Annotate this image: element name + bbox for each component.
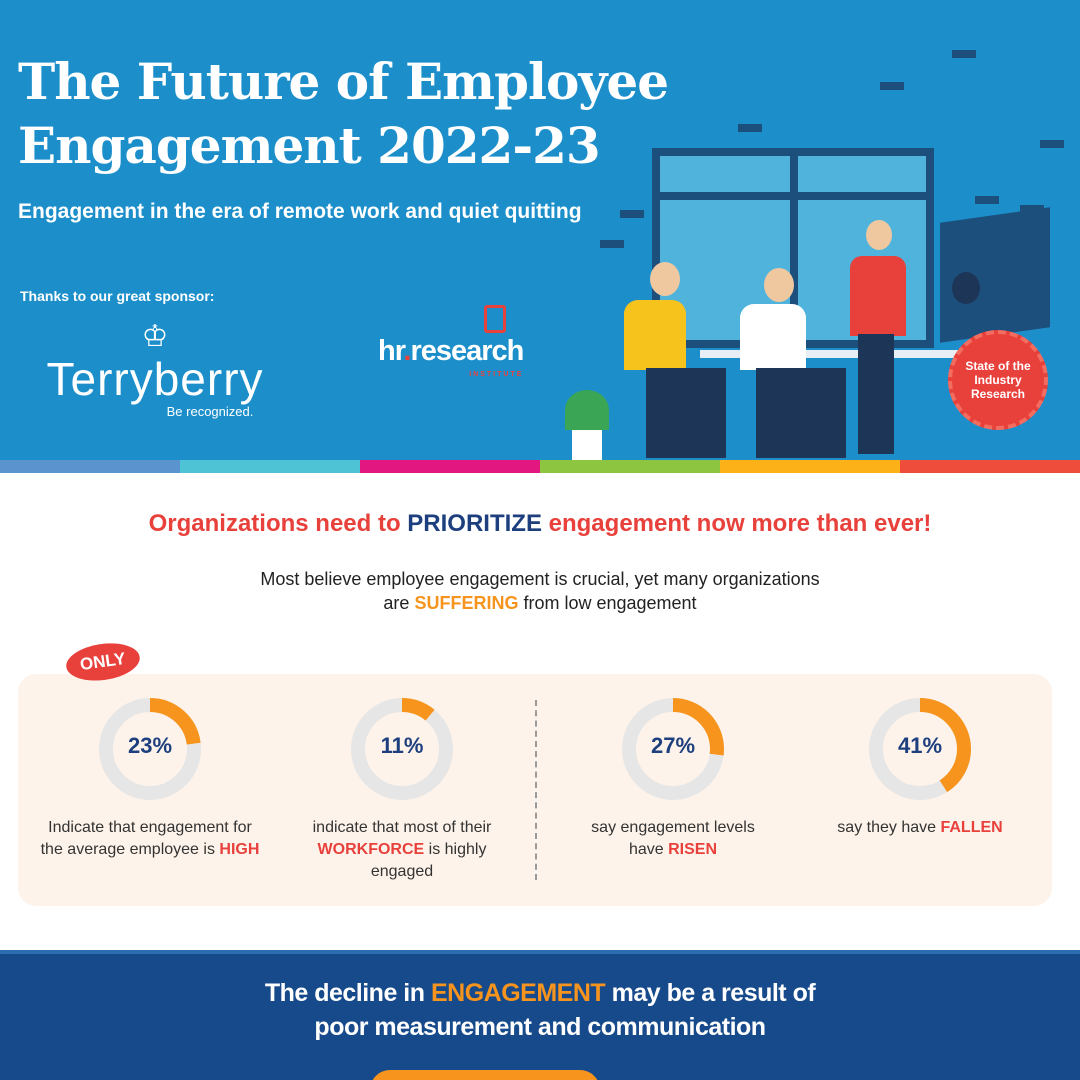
- stat-item: 11% indicate that most of their WORKFORC…: [282, 695, 522, 883]
- stat-value: 11%: [380, 733, 424, 758]
- stat-description: indicate that most of their WORKFORCE is…: [312, 819, 492, 880]
- donut-arc: [351, 698, 453, 800]
- stripe-segment: [0, 460, 180, 473]
- hero-banner: The Future of Employee Engagement 2022-23…: [0, 0, 1080, 460]
- stripe-segment: [360, 460, 540, 473]
- section-heading: Organizations need to PRIORITIZE engagem…: [148, 510, 932, 537]
- stripe-segment: [900, 460, 1080, 473]
- stat-description: Indicate that engagement for the average…: [40, 819, 260, 858]
- state-of-industry-badge: State of the Industry Research: [948, 330, 1048, 430]
- donut-chart: [869, 698, 971, 800]
- document-check-icon: [484, 305, 506, 333]
- stat-value: 27%: [650, 733, 696, 758]
- stripe-segment: [540, 460, 720, 473]
- donut-chart: [351, 698, 453, 800]
- section-intro: Most believe employee engagement is cruc…: [260, 569, 820, 613]
- stripe-segment: [180, 460, 360, 473]
- orange-pill: [370, 1070, 600, 1080]
- divider: [535, 700, 537, 880]
- stat-description: say they have FALLEN: [837, 819, 1003, 836]
- donut-arc: [99, 698, 201, 800]
- stat-item: 23% Indicate that engagement for the ave…: [30, 695, 270, 861]
- terryberry-logo: ♔ Terryberry Be recognized.: [20, 320, 290, 420]
- footer-section: The decline in ENGAGEMENT may be a resul…: [0, 950, 1080, 1080]
- page-title: The Future of Employee Engagement 2022-23: [18, 52, 669, 175]
- stat-item: 41% say they have FALLEN: [800, 695, 1040, 839]
- donut-chart: [622, 698, 724, 800]
- sponsor-thanks: Thanks to our great sponsor:: [20, 288, 215, 304]
- donut-arc: [622, 698, 724, 800]
- stat-value: 41%: [897, 733, 943, 758]
- stat-item: 27% say engagement levels have RISEN: [553, 695, 793, 861]
- crown-icon: ♔: [141, 320, 169, 353]
- donut-chart: [99, 698, 201, 800]
- stat-value: 23%: [127, 733, 173, 758]
- stripe-segment: [720, 460, 900, 473]
- subtitle: Engagement in the era of remote work and…: [18, 200, 582, 223]
- stat-description: say engagement levels have RISEN: [591, 819, 755, 858]
- hr-research-logo: hr.research INSTITUTE: [378, 305, 524, 379]
- donut-arc: [869, 698, 971, 800]
